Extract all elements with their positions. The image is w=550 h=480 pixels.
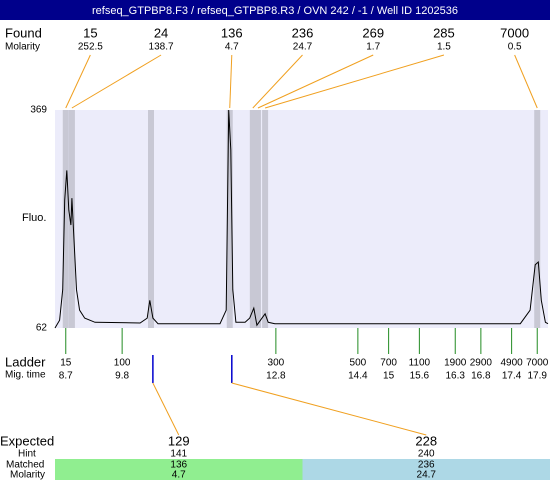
found-molarity: 1.7 [366,42,380,53]
found-connector [257,54,374,109]
found-size: 24 [154,25,168,40]
found-size: 136 [221,25,243,40]
ladder-size: 2900 [470,358,493,369]
ladder-time: 9.8 [115,371,129,382]
found-molarity: 252.5 [78,42,103,53]
ladder-time: 12.8 [266,371,286,382]
found-connector [514,54,538,109]
found-connector [71,54,162,109]
y-tick-label: 369 [30,105,47,116]
matched-molarity: 4.7 [172,470,186,480]
ladder-size: 7000 [526,358,549,369]
found-molarity: 138.7 [149,42,174,53]
ladder-size: 1900 [444,358,467,369]
matched-size: 236 [418,460,435,471]
ladder-size: 4900 [500,358,523,369]
ladder-size: 15 [60,358,72,369]
found-molarity: 24.7 [293,42,313,53]
title: refseq_GTPBP8.F3 / refseq_GTPBP8.R3 / OV… [92,5,458,17]
found-size: 7000 [500,25,529,40]
peak-band [534,110,541,328]
expected-size: 228 [415,433,437,448]
found-size: 269 [362,25,384,40]
matched-label: Matched [6,460,44,471]
expected-label: Expected [0,433,54,448]
title-bar [0,0,550,20]
ladder-time: 16.8 [471,371,491,382]
found-size: 285 [433,25,455,40]
ladder-size: 500 [350,358,367,369]
found-connector [229,54,233,109]
found-molarity: 0.5 [508,42,522,53]
found-molarity: 4.7 [225,42,239,53]
hint-size: 141 [170,449,187,460]
expected-connector [231,382,427,436]
y-axis-label: Fluo. [22,212,46,224]
hint-size: 240 [418,449,435,460]
expected-molarity-label: Molarity [10,470,45,480]
y-tick-label: 62 [36,323,48,334]
found-molarity-label: Molarity [5,42,40,53]
found-connector [65,54,91,109]
ladder-time: 16.3 [446,371,466,382]
ladder-time-label: Mig. time [5,370,46,381]
found-molarity: 1.5 [437,42,451,53]
ladder-size: 300 [268,358,285,369]
peak-band [262,110,269,328]
ladder-time: 17.4 [502,371,522,382]
peak-band [62,110,69,328]
found-connector [252,54,303,109]
trace [54,109,549,329]
ladder-label: Ladder [5,354,46,369]
peak-band [148,110,154,328]
ladder-time: 14.4 [348,371,368,382]
peak-band [226,110,233,328]
ladder-time: 17.9 [528,371,548,382]
ladder-size: 1100 [409,358,431,369]
matched-cell [55,459,303,480]
matched-cell [302,459,550,480]
ladder-size: 100 [114,358,131,369]
found-size: 15 [83,25,97,40]
ladder-time: 8.7 [59,371,73,382]
expected-connector [152,382,180,436]
matched-size: 136 [170,460,187,471]
peak-band [68,110,75,328]
peak-band [249,110,256,328]
peak-band [254,110,261,328]
matched-molarity: 24.7 [417,470,437,480]
ladder-time: 15.6 [410,371,430,382]
found-label: Found [5,25,42,40]
found-connector [264,54,445,109]
expected-size: 129 [168,433,190,448]
ladder-time: 15 [383,371,395,382]
found-size: 236 [292,25,314,40]
hint-label: Hint [18,449,36,460]
ladder-size: 700 [380,358,397,369]
plot-area [55,110,548,328]
